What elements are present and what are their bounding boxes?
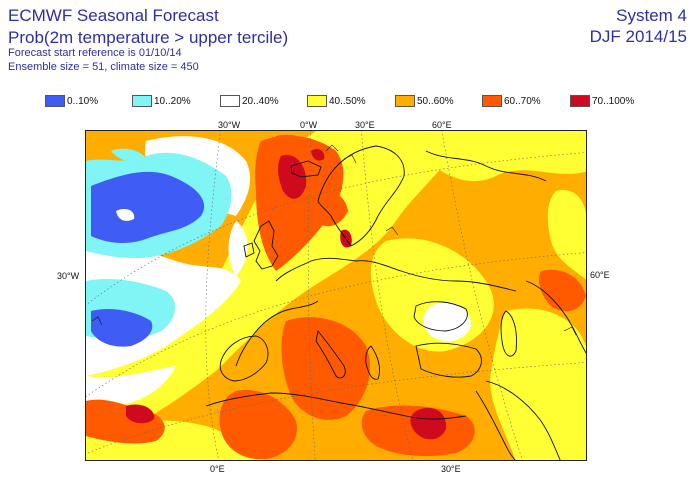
legend-label: 50..60% <box>417 95 454 107</box>
legend-swatch-10-20 <box>132 95 152 107</box>
region-20-40 <box>228 221 248 276</box>
graticule-label-right-60e: 60°E <box>590 270 610 280</box>
legend-item: 40..50% <box>307 94 366 108</box>
coastlines <box>205 145 586 460</box>
region-20-40 <box>86 366 176 411</box>
legend-item: 0..10% <box>45 94 98 108</box>
region-60-70 <box>310 189 348 227</box>
graticule-label-left-30w: 30°W <box>57 271 80 281</box>
region-40-50 <box>490 308 586 460</box>
legend-swatch-40-50 <box>307 95 327 107</box>
coast-details <box>91 144 577 336</box>
legend-label: 60..70% <box>504 95 541 107</box>
legend-label: 10..20% <box>154 95 191 107</box>
region-70-100 <box>126 404 155 424</box>
legend-swatch-70-100 <box>570 95 590 107</box>
ensemble-size: Ensemble size = 51, climate size = 450 <box>8 61 199 73</box>
region-60-70 <box>539 269 586 312</box>
region-70-100 <box>278 155 307 199</box>
region-0-10 <box>91 309 153 347</box>
region-0-10 <box>91 171 205 243</box>
region-70-100 <box>410 407 447 440</box>
region-70-100 <box>311 148 325 161</box>
legend-label: 40..50% <box>329 95 366 107</box>
legend-item: 10..20% <box>132 94 191 108</box>
legend-label: 70..100% <box>592 95 635 107</box>
graticule-label-bottom-0e: 0°E <box>210 464 225 474</box>
legend-swatch-20-40 <box>220 95 240 107</box>
legend-swatch-60-70 <box>482 95 502 107</box>
season-label: DJF 2014/15 <box>589 27 687 46</box>
graticule-label-top-0w: 0°W <box>300 120 318 130</box>
region-20-40 <box>423 302 471 342</box>
graticule-label-bottom-30e: 30°E <box>441 464 461 474</box>
legend-swatch-50-60 <box>395 95 415 107</box>
legend-label: 20..40% <box>242 95 279 107</box>
region-40-50 <box>86 131 466 441</box>
system-label: System 4 <box>616 6 687 25</box>
legend-item: 50..60% <box>395 94 454 108</box>
legend-item: 20..40% <box>220 94 279 108</box>
graticule-label-top-30e: 30°E <box>355 120 375 130</box>
forecast-start-reference: Forecast start reference is 01/10/14 <box>8 47 182 59</box>
legend-item: 70..100% <box>570 94 634 108</box>
region-10-20 <box>111 148 146 162</box>
probability-map <box>85 130 587 461</box>
graticule-label-top-30w: 30°W <box>218 120 241 130</box>
legend-label: 0..10% <box>67 95 99 107</box>
region-60-70 <box>281 317 370 420</box>
region-20-40 <box>116 208 135 221</box>
region-60-70 <box>255 135 344 271</box>
graticule <box>86 131 586 460</box>
legend-swatch-0-10 <box>45 95 65 107</box>
page-subtitle: Prob(2m temperature > upper tercile) <box>8 28 289 47</box>
region-40-50 <box>547 190 586 280</box>
region-60-70 <box>219 390 297 460</box>
page-title: ECMWF Seasonal Forecast <box>8 6 219 25</box>
region-40-50 <box>416 131 586 182</box>
legend-item: 60..70% <box>482 94 541 108</box>
graticule-label-top-60e: 60°E <box>432 120 452 130</box>
